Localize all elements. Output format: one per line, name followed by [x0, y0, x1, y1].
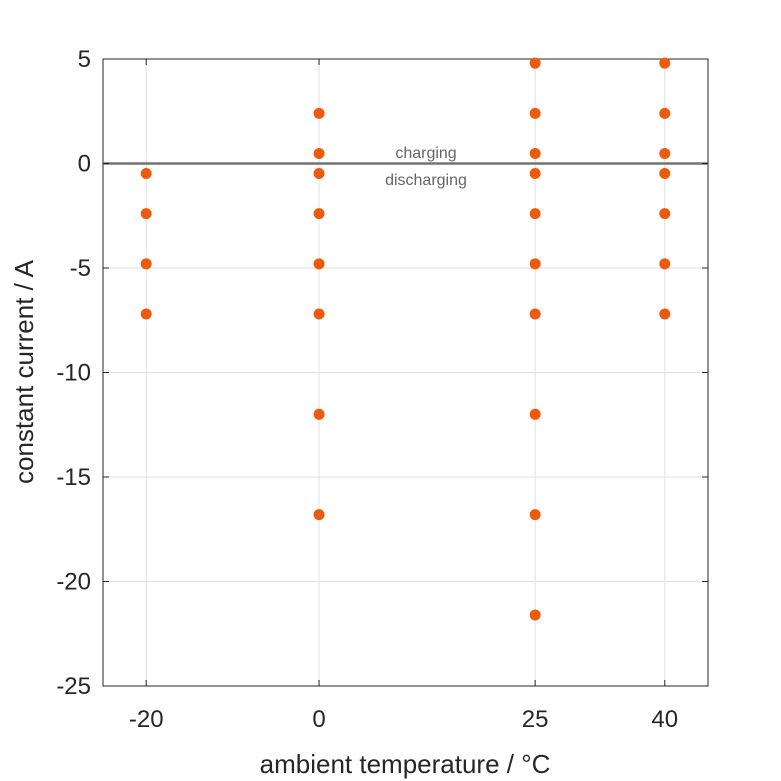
- data-point: [659, 57, 671, 69]
- data-point: [313, 147, 325, 159]
- data-point: [529, 107, 541, 119]
- data-point: [313, 107, 325, 119]
- data-point: [529, 509, 541, 521]
- y-tick-label: 5: [78, 46, 91, 73]
- data-point: [529, 609, 541, 621]
- data-point: [313, 509, 325, 521]
- data-point: [659, 258, 671, 270]
- y-tick-label: -25: [56, 673, 91, 700]
- data-point: [313, 208, 325, 220]
- x-tick-label: 40: [651, 706, 678, 733]
- data-point: [529, 168, 541, 180]
- data-point: [313, 168, 325, 180]
- data-point: [140, 168, 152, 180]
- y-tick-label: -5: [70, 255, 91, 282]
- data-point: [140, 208, 152, 220]
- data-point: [529, 258, 541, 270]
- data-point: [659, 308, 671, 320]
- data-point: [659, 147, 671, 159]
- annotation-charging: charging: [395, 145, 456, 162]
- data-point: [140, 308, 152, 320]
- data-point: [140, 258, 152, 270]
- data-point: [529, 208, 541, 220]
- data-point: [313, 258, 325, 270]
- data-point: [313, 408, 325, 420]
- data-point: [659, 168, 671, 180]
- data-point: [659, 107, 671, 119]
- data-point: [529, 57, 541, 69]
- x-tick-label: -20: [129, 706, 164, 733]
- annotation-discharging: discharging: [385, 172, 467, 189]
- y-tick-label: -20: [56, 569, 91, 596]
- x-tick-label: 25: [522, 706, 549, 733]
- data-point: [529, 147, 541, 159]
- y-tick-label: -15: [56, 464, 91, 491]
- data-point: [529, 308, 541, 320]
- x-axis-label: ambient temperature / °C: [260, 749, 551, 779]
- data-point: [313, 308, 325, 320]
- data-point: [659, 208, 671, 220]
- y-axis-label: constant current / A: [9, 259, 39, 484]
- y-tick-label: -10: [56, 360, 91, 387]
- x-tick-label: 0: [312, 706, 325, 733]
- data-point: [529, 408, 541, 420]
- y-tick-label: 0: [78, 151, 91, 178]
